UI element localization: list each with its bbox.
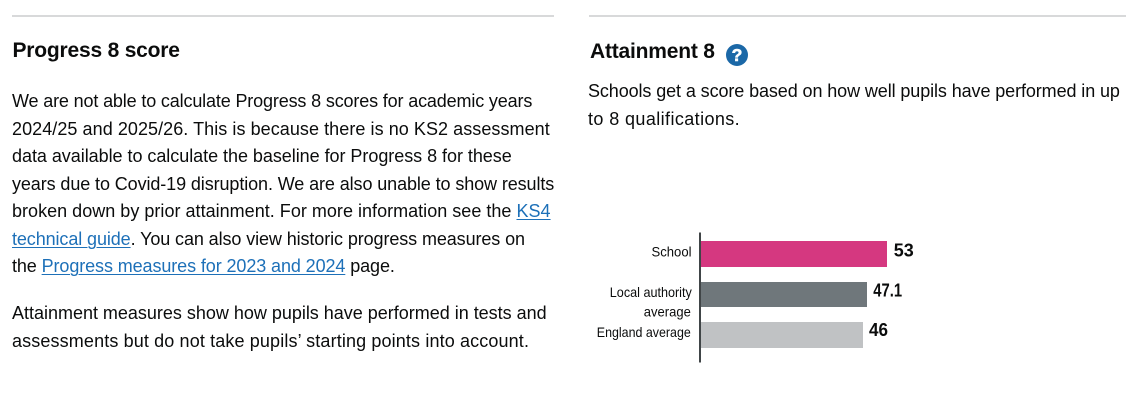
svg-text:47.1: 47.1 — [873, 280, 902, 301]
svg-text:46: 46 — [869, 319, 888, 340]
svg-text:England average: England average — [597, 324, 691, 340]
svg-text:average: average — [644, 304, 691, 320]
svg-text:?: ? — [732, 45, 743, 65]
svg-text:53: 53 — [894, 239, 914, 260]
svg-text:School: School — [652, 243, 692, 259]
svg-text:Local authority: Local authority — [610, 284, 692, 300]
